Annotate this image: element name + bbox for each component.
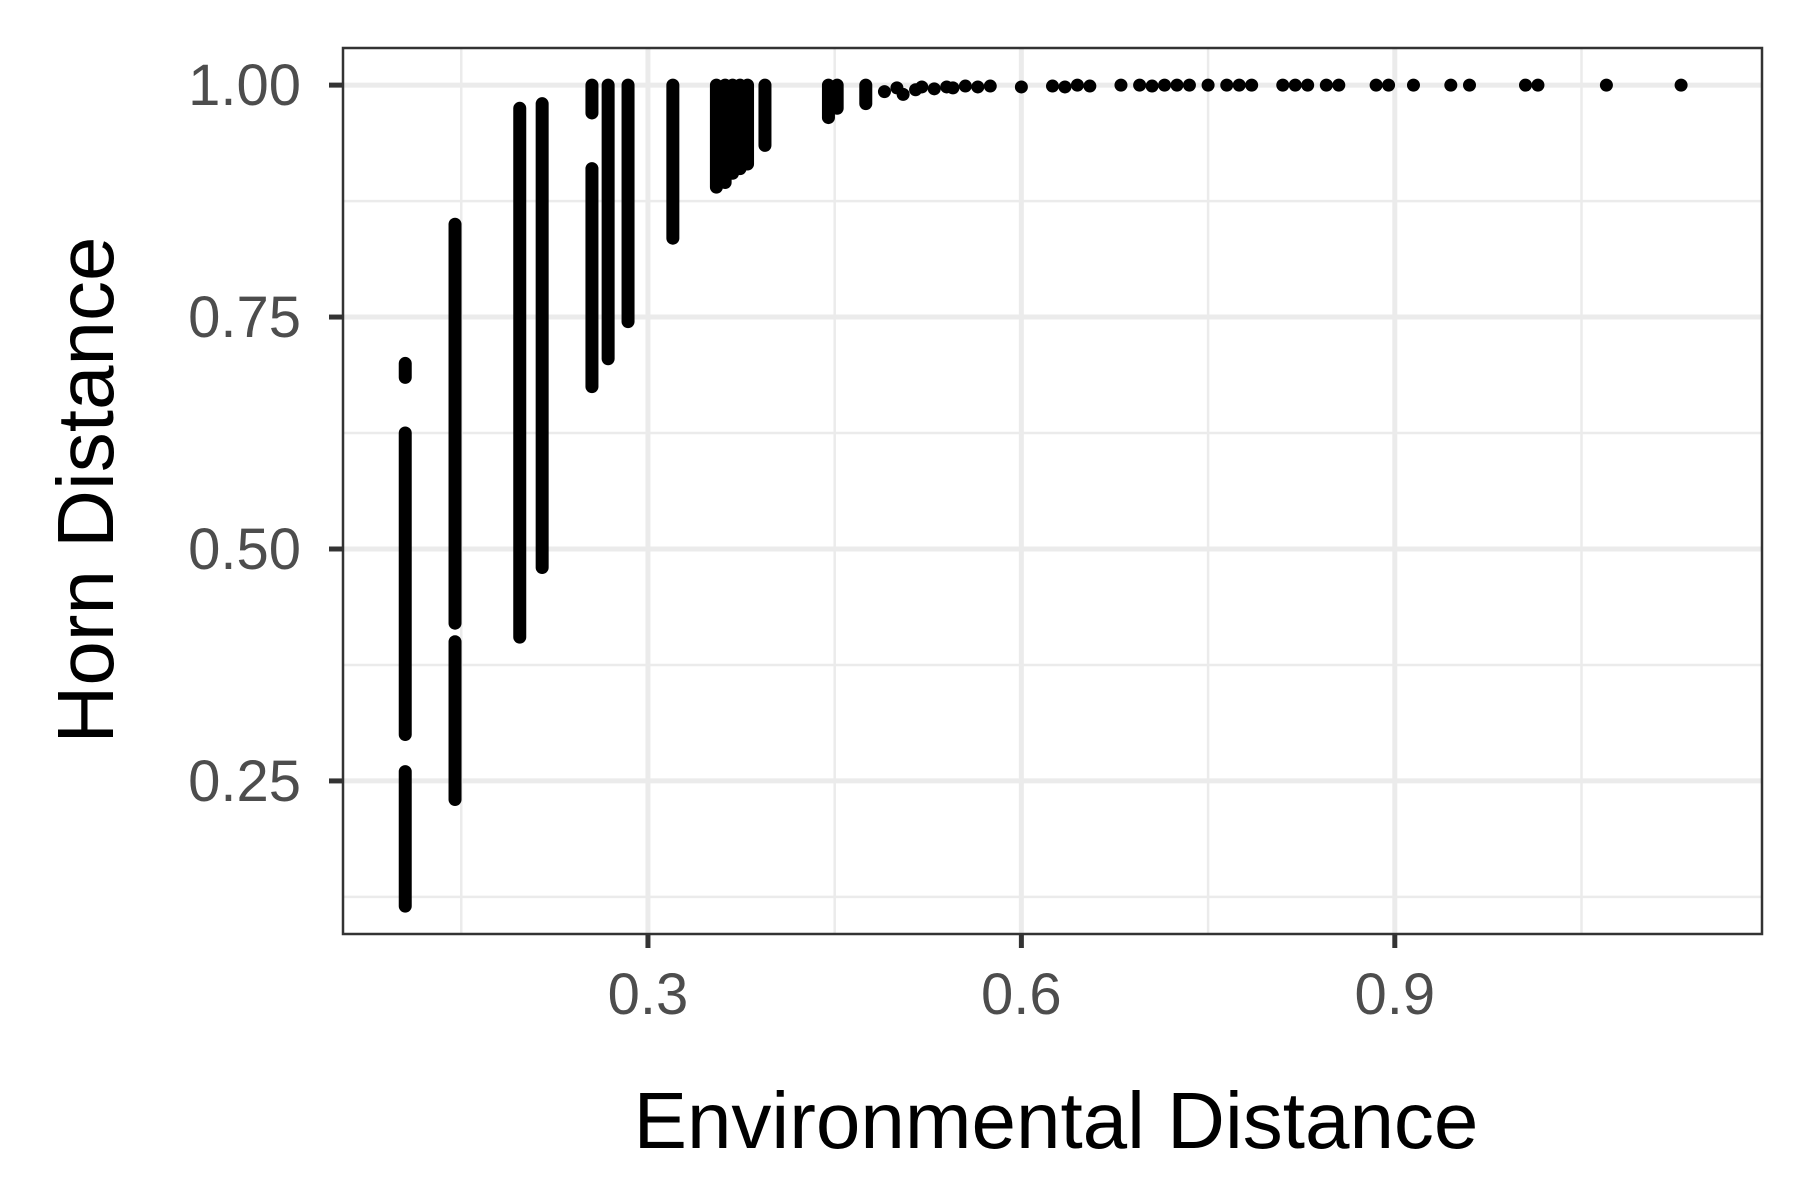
y-axis-title: Horn Distance — [41, 237, 130, 744]
data-point — [1369, 78, 1383, 92]
data-point — [1301, 78, 1315, 92]
data-point — [927, 82, 941, 96]
data-point — [896, 87, 910, 101]
data-point — [1070, 78, 1084, 92]
x-tick-labels: 0.3 0.6 0.9 — [608, 962, 1435, 1027]
data-point — [1276, 78, 1290, 92]
data-point — [1674, 78, 1688, 92]
data-point — [1599, 78, 1613, 92]
data-point — [1114, 78, 1128, 92]
x-tick-label: 0.9 — [1354, 962, 1435, 1027]
data-points — [398, 78, 1688, 913]
data-point — [1201, 78, 1215, 92]
data-point — [1158, 78, 1172, 92]
data-point — [1170, 78, 1184, 92]
x-tick-label: 0.6 — [981, 962, 1062, 1027]
data-point — [1232, 78, 1246, 92]
data-point — [1014, 80, 1028, 94]
y-tick-label: 0.25 — [188, 749, 301, 814]
data-point — [1288, 78, 1302, 92]
x-tick-label: 0.3 — [608, 962, 689, 1027]
data-point — [1406, 78, 1420, 92]
data-point — [1133, 78, 1147, 92]
data-point — [877, 85, 891, 99]
data-point — [1083, 79, 1097, 93]
data-point — [958, 79, 972, 93]
data-point — [1245, 78, 1259, 92]
data-point — [1531, 78, 1545, 92]
data-point — [1319, 78, 1333, 92]
y-tick-labels: 0.25 0.50 0.75 1.00 — [188, 53, 301, 814]
axis-ticks — [329, 82, 1398, 948]
y-tick-label: 0.50 — [188, 517, 301, 582]
panel-border — [341, 46, 1764, 936]
data-point — [1332, 78, 1346, 92]
data-point — [971, 80, 985, 94]
minor-gridlines — [343, 48, 1762, 934]
data-point — [1145, 79, 1159, 93]
data-point — [1058, 80, 1072, 94]
data-point — [1519, 78, 1532, 92]
data-point — [1382, 78, 1396, 92]
x-axis-title: Environmental Distance — [634, 1076, 1479, 1165]
data-point — [1444, 78, 1458, 92]
data-point — [983, 79, 997, 93]
data-point — [1462, 78, 1476, 92]
data-point — [1182, 78, 1196, 92]
data-point — [1220, 78, 1234, 92]
data-point — [946, 81, 960, 95]
y-tick-label: 1.00 — [188, 53, 301, 118]
data-point — [1046, 79, 1059, 93]
data-point — [915, 80, 929, 94]
y-tick-label: 0.75 — [188, 285, 301, 350]
